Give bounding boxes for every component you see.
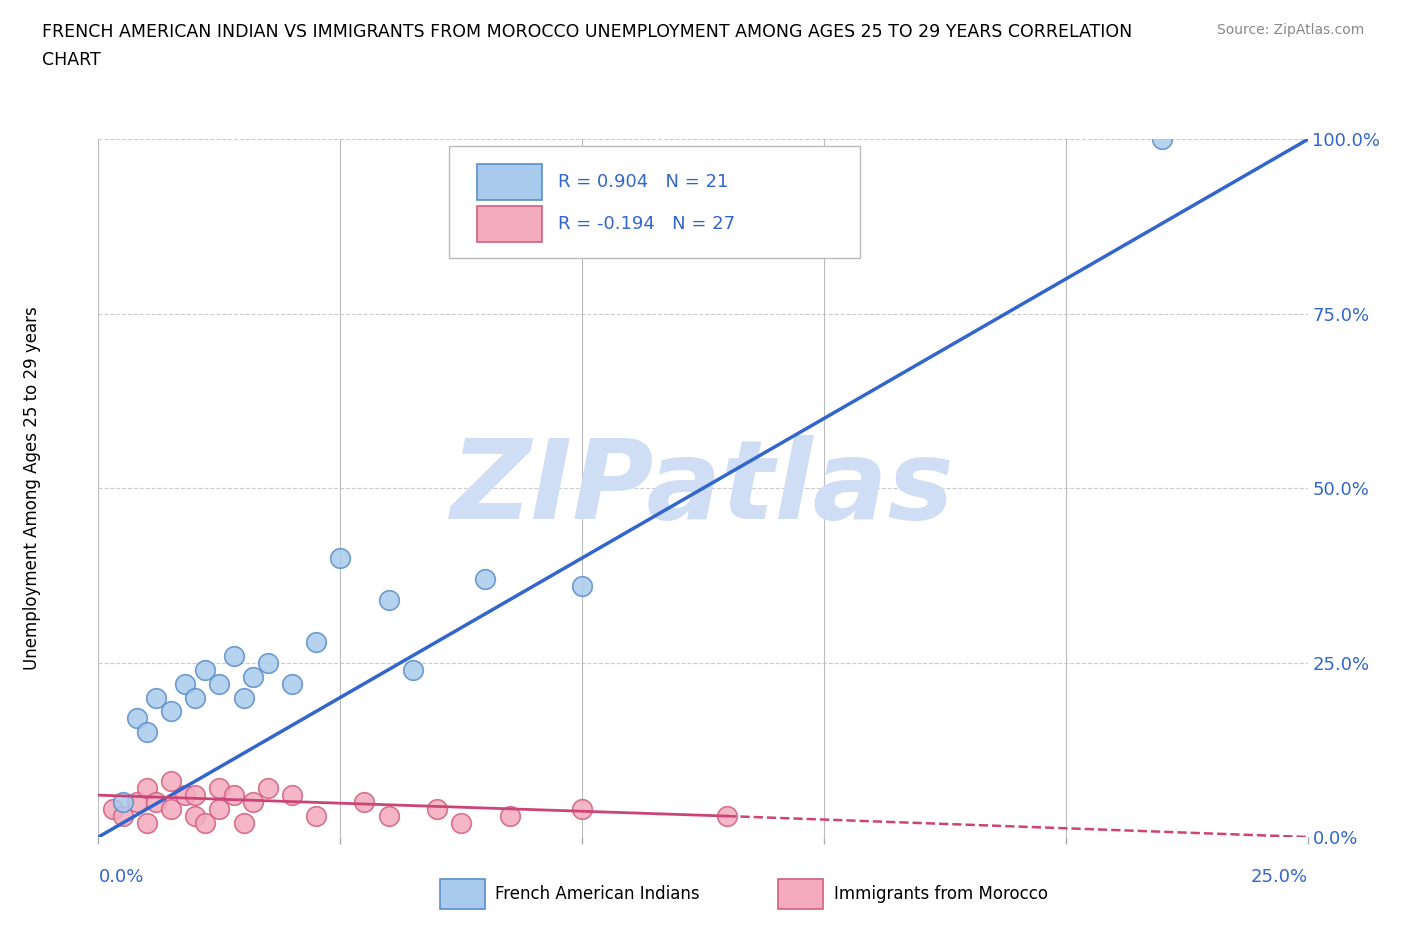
Point (145, 794, 167, 809)
Text: Source: ZipAtlas.com: Source: ZipAtlas.com (1216, 23, 1364, 37)
Point (256, 656, 278, 671)
Point (329, 551, 352, 565)
Point (135, 725, 157, 740)
Point (160, 774, 183, 789)
Point (160, 802, 183, 817)
Point (305, 809, 328, 824)
Point (281, 788, 304, 803)
Text: Unemployment Among Ages 25 to 29 years: Unemployment Among Ages 25 to 29 years (22, 306, 41, 671)
Point (353, 794, 375, 809)
Point (184, 809, 207, 824)
Point (222, 788, 245, 803)
Point (402, 662, 425, 677)
Point (256, 781, 278, 796)
Point (1152, 132, 1174, 147)
Point (222, 648, 245, 663)
Point (208, 802, 231, 817)
Text: R = -0.194   N = 27: R = -0.194 N = 27 (558, 215, 735, 232)
Point (242, 794, 264, 809)
Point (208, 676, 231, 691)
Text: 25.0%: 25.0% (1250, 869, 1308, 886)
Point (281, 676, 304, 691)
Point (127, 794, 149, 809)
Point (305, 634, 328, 649)
FancyBboxPatch shape (449, 147, 860, 259)
Text: CHART: CHART (42, 51, 101, 69)
Point (111, 809, 134, 824)
Point (101, 802, 124, 817)
Point (232, 690, 254, 705)
Point (174, 788, 197, 803)
Point (111, 794, 134, 809)
Point (194, 662, 217, 677)
Point (242, 670, 264, 684)
Text: R = 0.904   N = 21: R = 0.904 N = 21 (558, 173, 728, 191)
Point (208, 781, 231, 796)
Point (474, 571, 496, 587)
Point (571, 802, 593, 817)
Point (135, 781, 157, 796)
Point (426, 802, 449, 817)
Text: FRENCH AMERICAN INDIAN VS IMMIGRANTS FROM MOROCCO UNEMPLOYMENT AMONG AGES 25 TO : FRENCH AMERICAN INDIAN VS IMMIGRANTS FRO… (42, 23, 1132, 41)
Point (135, 816, 157, 830)
Point (145, 690, 167, 705)
FancyBboxPatch shape (477, 164, 543, 200)
Text: 0.0%: 0.0% (98, 869, 143, 886)
Point (127, 711, 149, 725)
Point (571, 578, 593, 593)
Point (377, 809, 399, 824)
Text: ZIPatlas: ZIPatlas (451, 434, 955, 542)
Point (377, 592, 399, 607)
Point (160, 704, 183, 719)
FancyBboxPatch shape (477, 206, 543, 242)
Point (174, 676, 197, 691)
Text: Immigrants from Morocco: Immigrants from Morocco (834, 884, 1047, 903)
Point (184, 690, 207, 705)
Point (498, 809, 520, 824)
Point (450, 816, 472, 830)
Text: French American Indians: French American Indians (495, 884, 700, 903)
Point (184, 788, 207, 803)
Point (716, 809, 738, 824)
Point (194, 816, 217, 830)
Point (232, 816, 254, 830)
